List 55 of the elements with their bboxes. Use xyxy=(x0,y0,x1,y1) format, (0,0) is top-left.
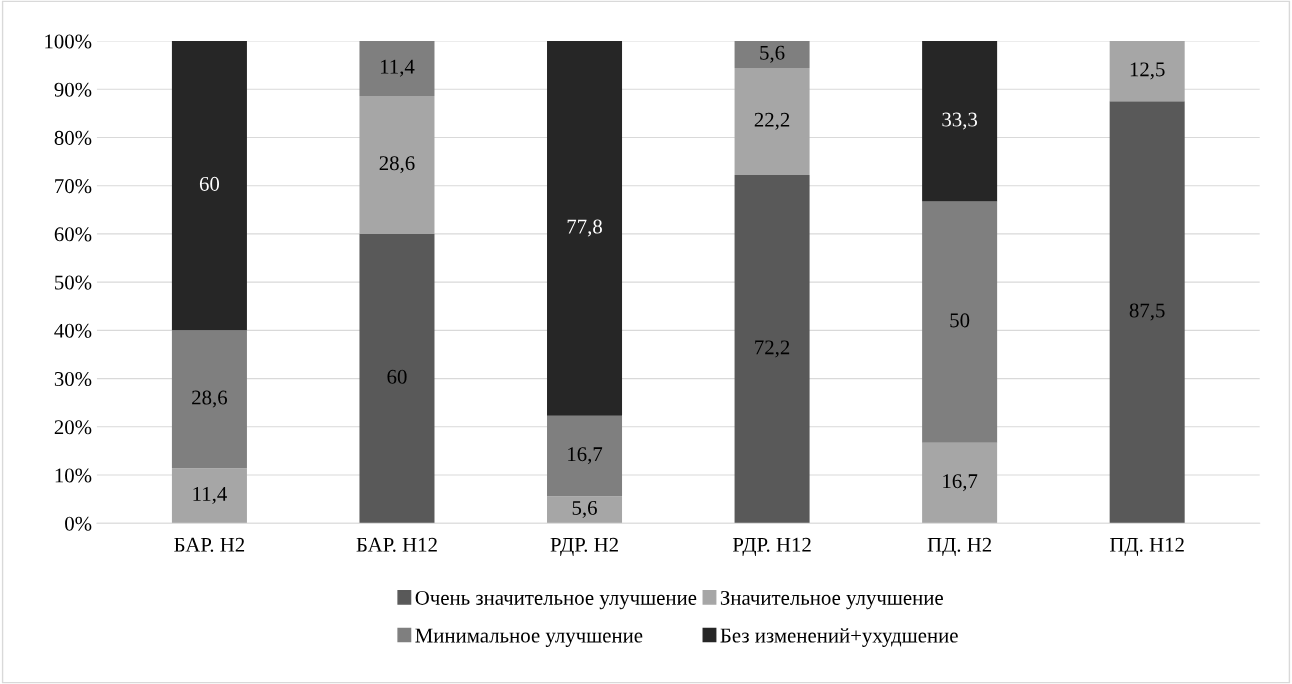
y-tick-label: 0% xyxy=(65,516,92,531)
bar xyxy=(171,468,247,524)
data-label: 11,4 xyxy=(193,487,227,504)
data-label: 16,7 xyxy=(568,447,603,465)
data-label: 50 xyxy=(950,313,970,328)
y-tick-label: 100% xyxy=(45,34,92,49)
y-tick-label: 70% xyxy=(55,179,92,194)
bar xyxy=(734,41,810,69)
bar xyxy=(922,201,998,443)
x-tick-label: БАР. Н2 xyxy=(174,537,245,552)
legend-label: Без изменений+ухудшение xyxy=(720,628,958,647)
y-tick-label: 50% xyxy=(55,275,92,290)
bar xyxy=(734,68,810,176)
bar xyxy=(359,41,435,97)
bar xyxy=(359,96,435,234)
y-tick-label: 40% xyxy=(54,323,92,338)
bar xyxy=(171,41,247,331)
bar xyxy=(922,442,998,524)
data-label: 11,4 xyxy=(380,59,415,77)
data-label: 16,7 xyxy=(943,474,978,492)
x-tick-label: РДР. Н2 xyxy=(550,537,618,557)
data-label: 33,3 xyxy=(942,112,978,130)
data-label: 5,6 xyxy=(572,500,597,518)
data-label: 5,6 xyxy=(760,45,785,63)
data-label: 28,6 xyxy=(192,390,228,408)
legend-label: Значительное улучшение xyxy=(720,590,943,610)
x-tick-label: ПД. Н12 xyxy=(1109,537,1184,557)
legend-label: Минимальное улучшение xyxy=(415,628,643,647)
y-tick-label: 10% xyxy=(55,468,92,483)
x-tick-label: ПД. Н2 xyxy=(927,537,992,557)
data-label: 87,5 xyxy=(1129,303,1165,321)
y-tick-label: 30% xyxy=(54,371,92,387)
x-tick-label: РДР. Н12 xyxy=(732,537,811,557)
bar xyxy=(547,496,623,524)
data-label: 28,6 xyxy=(379,156,415,174)
bar xyxy=(922,41,998,202)
data-label: 12,5 xyxy=(1130,62,1165,80)
bar xyxy=(1109,41,1185,102)
data-label: 77,8 xyxy=(567,219,602,237)
data-label: 22,2 xyxy=(754,112,790,130)
bar xyxy=(547,41,623,416)
y-tick-label: 80% xyxy=(54,130,92,145)
legend-label: Очень значительное улучшение xyxy=(415,590,697,610)
bar xyxy=(171,330,247,469)
bar xyxy=(547,415,623,497)
x-tick-label: БАР. Н12 xyxy=(356,537,437,552)
y-tick-label: 20% xyxy=(54,420,92,435)
data-label: 60 xyxy=(387,369,407,384)
data-label: 72,2 xyxy=(755,340,790,358)
bar xyxy=(359,233,435,524)
data-label: 60 xyxy=(199,176,220,191)
bar xyxy=(1109,101,1185,524)
y-tick-label: 90% xyxy=(54,82,92,97)
y-tick-label: 60% xyxy=(54,227,92,242)
bar xyxy=(734,175,810,524)
